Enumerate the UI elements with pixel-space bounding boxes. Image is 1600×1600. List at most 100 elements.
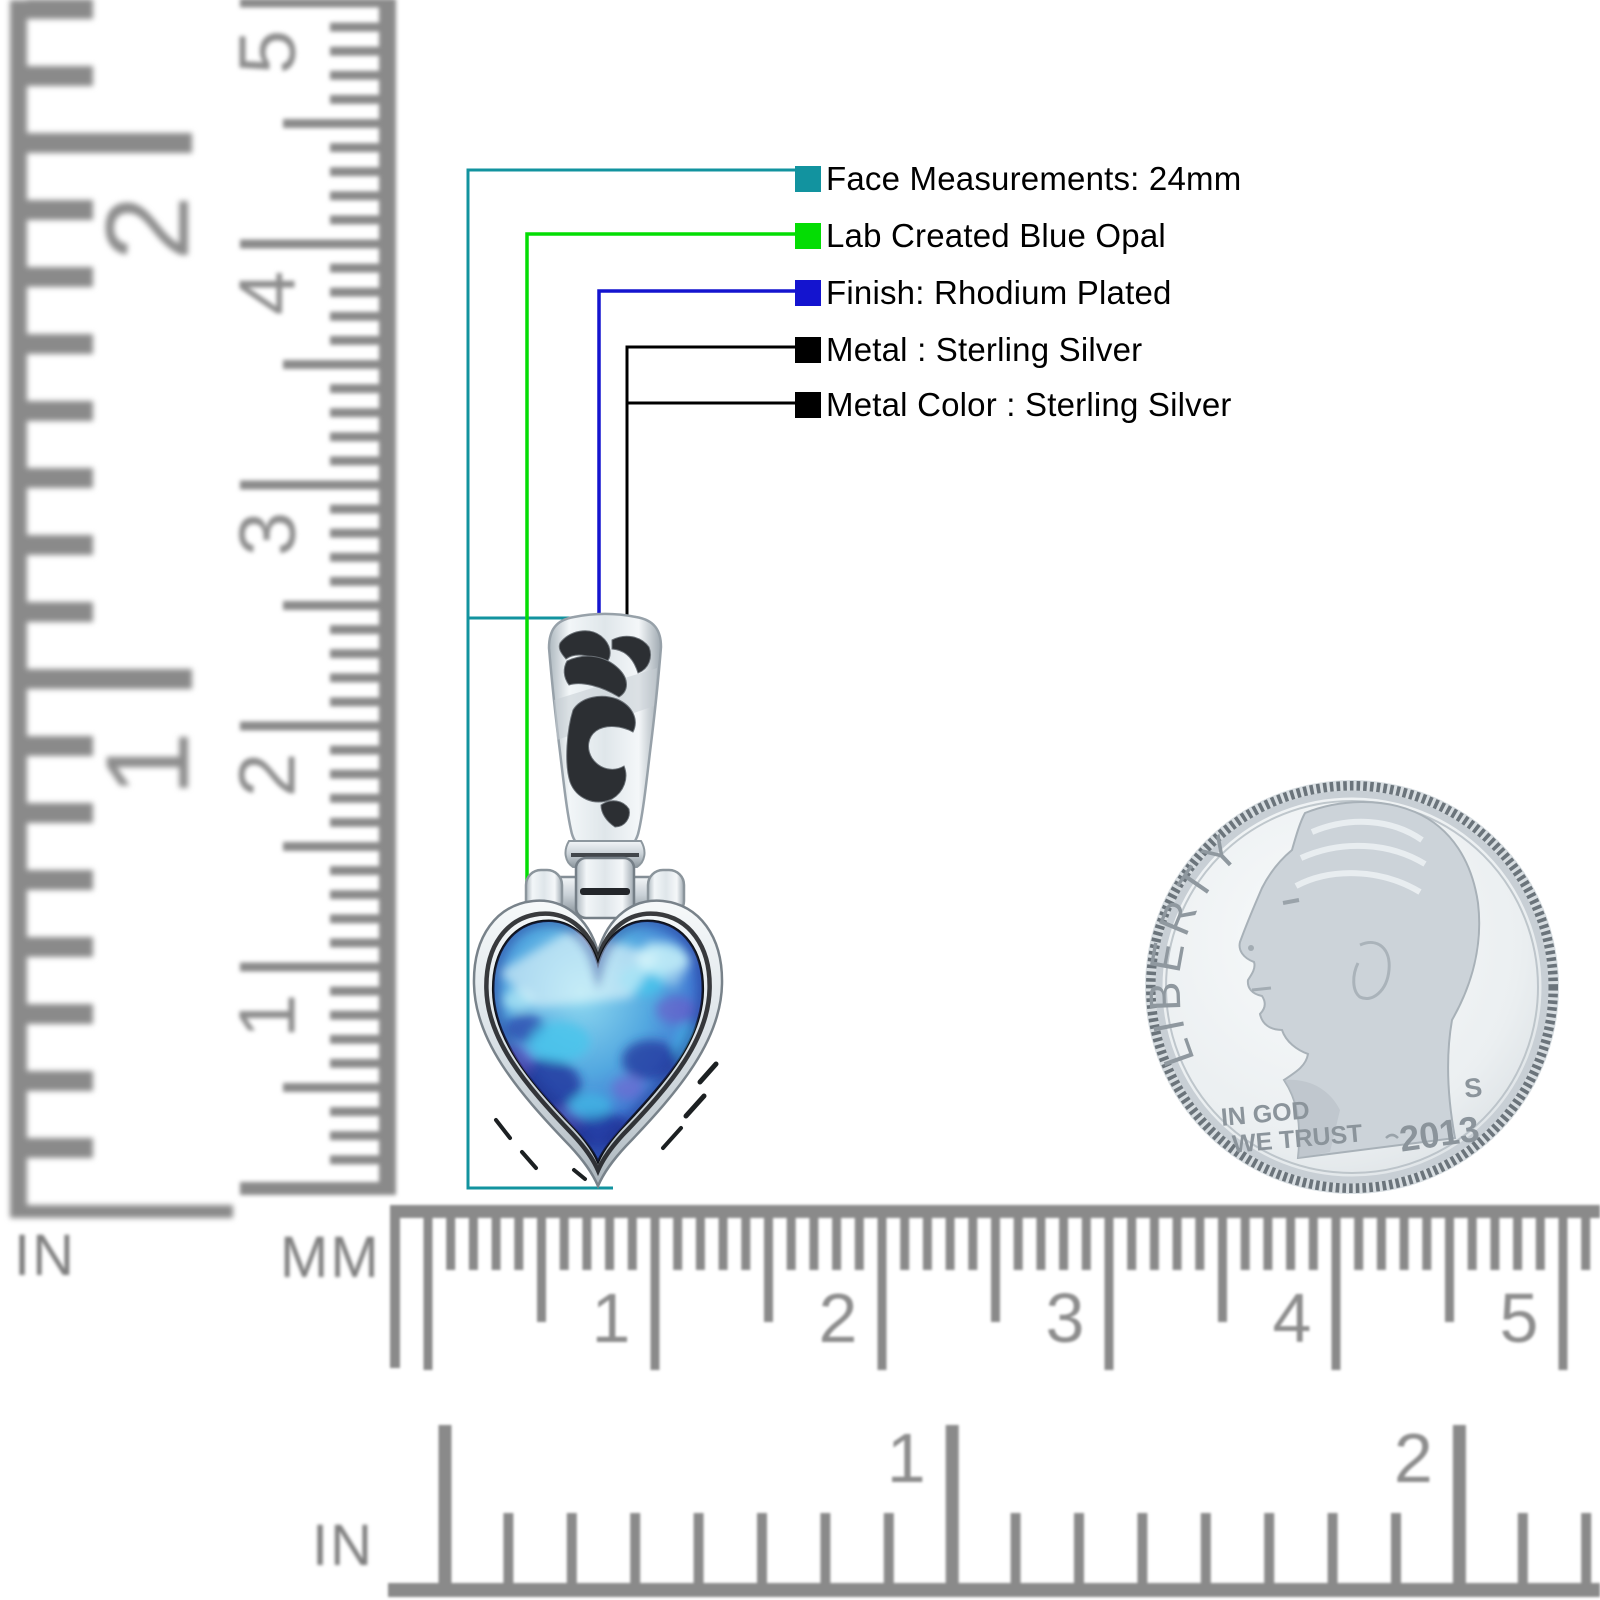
ruler-end-cap [240,1182,396,1195]
ruler-number: 1 [82,731,214,797]
ruler-tick [883,1513,894,1583]
callout-line-opal [525,232,796,977]
ruler-tick [1452,1425,1466,1583]
ruler-tick [605,1218,615,1270]
ruler-tick [1081,1218,1091,1270]
bail-filigree-cutouts [558,630,652,828]
ruler-tick [650,1218,660,1370]
coin-reeded-edge [1146,781,1558,1193]
ruler-tick [330,46,396,56]
ruler-number: 4 [1273,1279,1312,1357]
ruler-tick [1200,1513,1211,1583]
ruler-tick [330,986,396,996]
ruler-number: 5 [223,30,312,75]
ruler-tick [1422,1218,1432,1270]
ruler-tick [1286,1218,1296,1270]
callout-lines [466,168,796,1190]
bezel-slits [494,1061,719,1181]
ruler-tick [1391,1513,1401,1583]
ruler-tick [1558,1218,1568,1370]
ruler-tick [27,334,93,354]
legend-swatch-black-2 [795,391,821,418]
ruler-tick [438,1425,452,1583]
ruler-tick [786,1218,796,1270]
ruler-tick [1240,1218,1250,1270]
ruler-tick [1535,1218,1545,1270]
ruler-tick [330,769,396,779]
ruler-number: 1 [223,994,312,1039]
ruler-tick [537,1218,546,1322]
ruler-number: 2 [819,1279,858,1357]
ruler-tick [1074,1513,1084,1583]
ruler-tick [27,1004,93,1024]
ruler-tick [330,263,396,273]
ruler-tick [1354,1218,1364,1270]
ruler-tick [945,1425,959,1583]
annotation-row-face-measurement: Face Measurements: 24mm [795,160,1241,197]
ruler-tick [922,1218,932,1270]
ruler-tick [27,1138,93,1158]
ruler-end-cap [10,1205,233,1218]
ruler-tick [27,468,93,488]
ruler-tick [1517,1513,1528,1583]
ruler-tick [1331,1218,1341,1370]
ruler-tick [330,167,396,177]
ruler-tick [283,1083,396,1092]
ruler-tick [27,1071,93,1091]
callout-line-metal-color [625,360,796,405]
ruler-number: 3 [223,512,312,557]
ruler-tick [1036,1218,1046,1270]
ruler-tick [1399,1218,1409,1270]
ruler-tick [27,133,192,153]
ruler-tick [330,1034,396,1044]
ruler-number: 1 [887,1419,926,1497]
ruler-tick [582,1218,592,1270]
ruler-number: 4 [223,271,312,316]
ruler-edge [10,0,27,1205]
ruler-tick [330,408,396,418]
ruler-tick [330,70,396,80]
ruler-tick [566,1513,577,1583]
ruler-tick [809,1218,819,1270]
annotation-label: Face Measurements: 24mm [826,159,1242,197]
ruler-tick [240,721,396,731]
ruler-tick [1218,1218,1227,1322]
ruler-tick [283,842,396,851]
ruler-tick [330,384,396,394]
annotation-label: Metal : Sterling Silver [826,330,1143,368]
ruler-tick [1308,1218,1318,1270]
ruler-tick [330,94,396,104]
ruler-tick [330,793,396,803]
ruler-tick [240,480,396,490]
annotation-label: Lab Created Blue Opal [826,216,1166,254]
ruler-tick [1445,1218,1454,1322]
ruler-tick [330,311,396,321]
ruler-tick [1581,1513,1592,1583]
ruler-tick [330,552,396,562]
ruler-tick [1513,1218,1523,1270]
ruler-tick [330,649,396,659]
ruler-tick [630,1513,641,1583]
annotation-row-finish: Finish: Rhodium Plated [795,274,1172,311]
vertical-inch-ruler: 21 [10,0,233,1218]
coin-mint-mark: S [1463,1072,1484,1103]
legend-swatch-green [795,222,821,249]
ruler-tick [330,817,396,827]
pendant-photo [472,612,724,1190]
ruler-tick [330,890,396,900]
ruler-tick [27,937,93,957]
ruler-tick [330,287,396,297]
ruler-edge [379,0,396,1182]
ruler-tick [330,697,396,707]
ruler-number: 1 [592,1279,631,1357]
ruler-number: 3 [1046,1279,1085,1357]
ruler-tick [1137,1513,1148,1583]
legend-swatch-black-1 [795,336,821,363]
ruler-tick [945,1218,955,1270]
ruler-tick [503,1513,514,1583]
ruler-tick [900,1218,910,1270]
ruler-tick [330,673,396,683]
ruler-tick [695,1218,705,1270]
ruler-tick [330,456,396,466]
